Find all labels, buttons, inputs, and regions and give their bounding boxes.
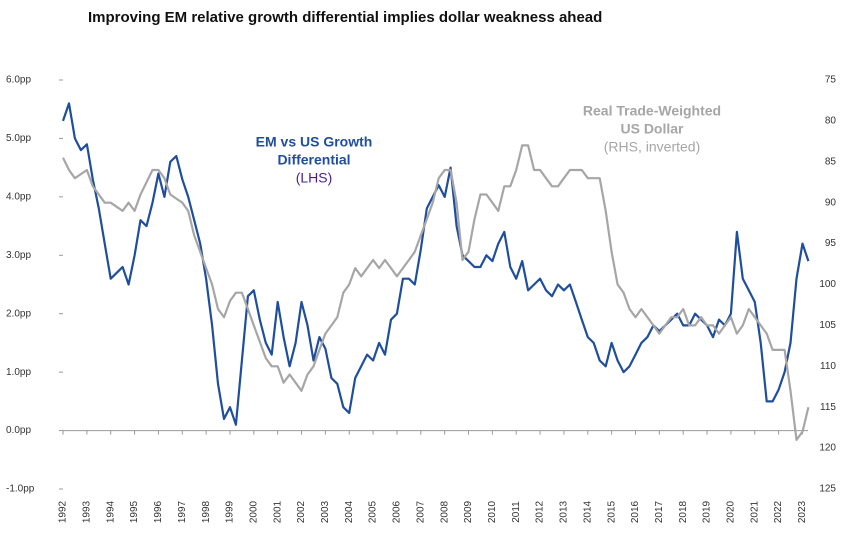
- annotation-line: Differential: [277, 152, 350, 168]
- x-tick-label: 1994: [105, 500, 116, 523]
- x-tick-label: 2018: [678, 500, 689, 523]
- annotation-note: (RHS, inverted): [604, 139, 700, 155]
- annotation-line: EM vs US Growth: [256, 134, 373, 150]
- y2-tick-label: 120: [819, 443, 836, 454]
- y2-tick-label: 80: [825, 116, 837, 127]
- x-tick-label: 2009: [463, 500, 474, 523]
- y2-tick-label: 85: [825, 156, 837, 167]
- x-tick-label: 1998: [201, 500, 212, 523]
- y-tick-label: 6.0pp: [6, 75, 31, 86]
- x-tick-label: 2006: [392, 500, 403, 523]
- y-tick-label: 5.0pp: [6, 133, 31, 144]
- y-tick-label: 1.0pp: [6, 367, 31, 378]
- x-tick-label: 1995: [129, 500, 140, 523]
- x-tick-label: 1992: [58, 500, 69, 523]
- x-tick-label: 2001: [272, 500, 283, 523]
- x-tick-label: 2004: [344, 500, 355, 523]
- x-tick-label: 2012: [535, 500, 546, 523]
- x-tick-label: 2020: [726, 500, 737, 523]
- x-tick-label: 1997: [177, 500, 188, 523]
- x-tick-label: 1996: [153, 500, 164, 523]
- series-line: [62, 144, 810, 441]
- x-tick-label: 2014: [582, 500, 593, 523]
- y2-tick-label: 100: [819, 279, 836, 290]
- x-tick-label: 2013: [559, 500, 570, 523]
- y2-tick-label: 95: [825, 238, 837, 249]
- x-tick-label: 2021: [749, 500, 760, 523]
- y2-tick-label: 90: [825, 197, 837, 208]
- annotation-line: Real Trade-Weighted: [583, 103, 721, 119]
- x-tick-label: 2010: [487, 500, 498, 523]
- y2-tick-label: 110: [820, 361, 836, 372]
- x-tick-label: 2003: [320, 500, 331, 523]
- y2-tick-label: 75: [825, 75, 837, 86]
- x-tick-label: 2015: [606, 500, 617, 523]
- x-tick-label: 2008: [439, 500, 450, 523]
- y2-tick-label: 115: [820, 402, 836, 413]
- y-tick-label: 3.0pp: [6, 250, 31, 261]
- x-tick-label: 2005: [368, 500, 379, 523]
- x-tick-label: 2007: [415, 500, 426, 523]
- x-tick-label: 2011: [511, 501, 522, 523]
- x-tick-label: 2002: [296, 500, 307, 523]
- y-tick-label: 4.0pp: [6, 191, 31, 202]
- y-tick-label: 2.0pp: [6, 308, 31, 319]
- y-tick-label: -1.0pp: [6, 484, 35, 495]
- x-tick-label: 1993: [81, 500, 92, 523]
- x-tick-label: 2016: [630, 500, 641, 523]
- annotation-line: US Dollar: [620, 121, 684, 137]
- y-tick-label: 0.0pp: [6, 425, 31, 436]
- x-tick-label: 1999: [225, 500, 236, 523]
- x-tick-label: 2022: [773, 500, 784, 523]
- chart-title: Improving EM relative growth differentia…: [88, 9, 602, 26]
- x-tick-label: 2019: [702, 500, 713, 523]
- annotation-note: (LHS): [296, 170, 333, 186]
- y2-tick-label: 105: [819, 320, 836, 331]
- y2-tick-label: 125: [819, 484, 836, 495]
- x-tick-label: 2000: [248, 500, 259, 523]
- x-tick-label: 2023: [797, 500, 808, 523]
- x-tick-label: 2017: [654, 500, 665, 523]
